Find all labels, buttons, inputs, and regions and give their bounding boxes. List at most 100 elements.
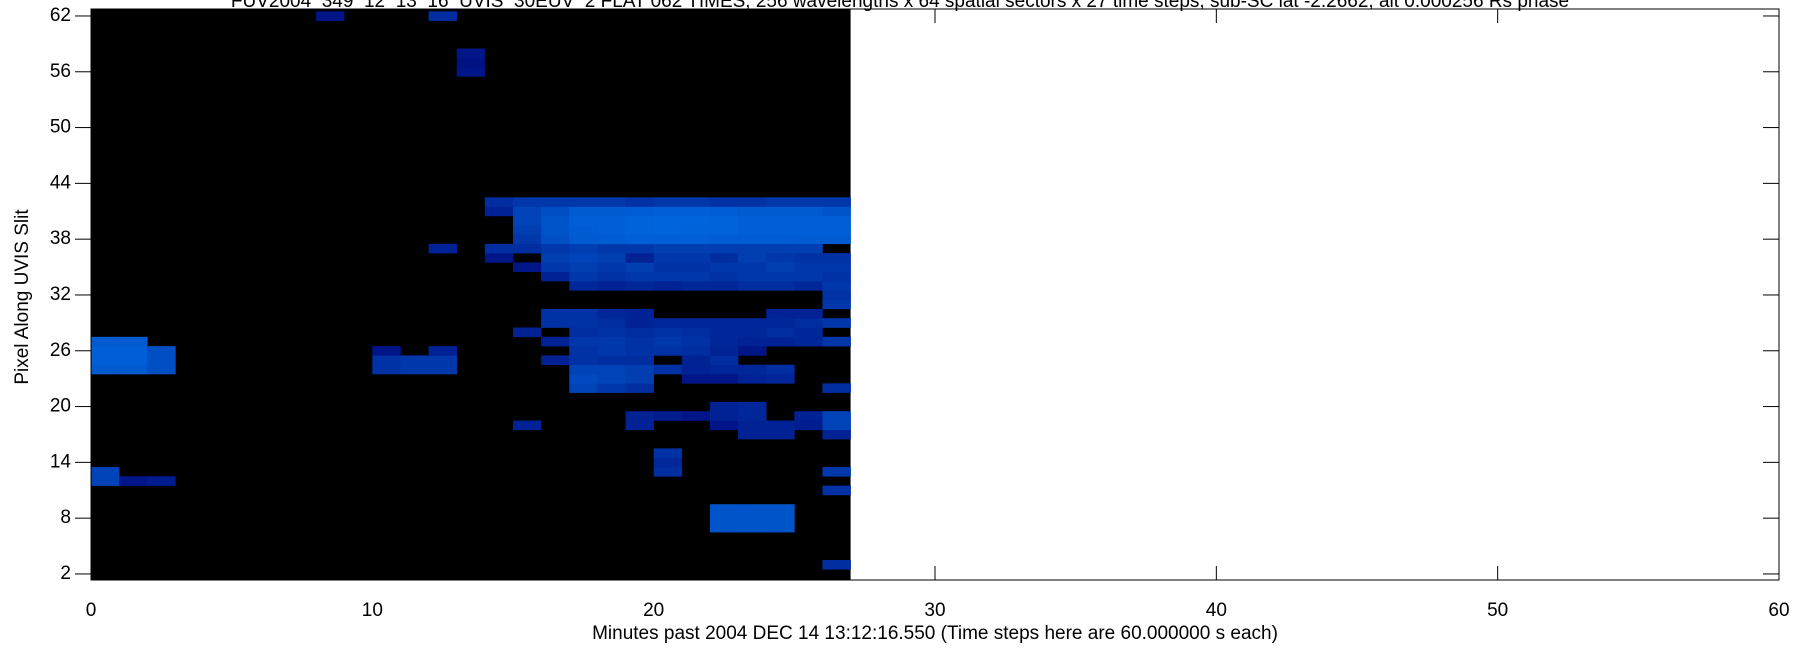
cell [625,197,654,207]
cell [625,383,654,393]
cell [681,355,711,366]
y-tick-label: 14 [50,451,72,472]
y-tick-label: 20 [50,396,71,417]
x-tick-label: 40 [1206,600,1227,621]
cell [738,346,767,356]
cell [822,206,851,217]
cell [738,253,767,263]
cell [738,522,767,533]
cell [681,215,711,226]
cell [597,308,626,319]
cell [681,364,711,375]
cell [625,336,654,347]
cell [766,522,795,533]
cell [653,262,683,273]
cell [91,476,120,486]
cell [625,374,654,384]
cell [625,262,654,273]
cell [119,476,148,486]
cell [91,355,120,366]
cell [541,308,570,319]
cell [653,215,683,226]
cell [766,308,795,319]
cell [513,197,542,207]
cell [738,327,767,338]
cell [822,411,851,421]
cell [653,281,683,291]
cell [597,234,626,245]
cell [709,253,739,263]
cell [709,401,739,412]
cell [738,374,767,384]
cell [428,346,458,356]
cell [681,336,711,347]
cell [625,281,654,291]
cell [513,206,542,217]
x-tick-label: 0 [86,600,97,621]
y-axis-label: Pixel Along UVIS Slit [12,209,33,385]
cell [569,355,598,366]
cell [625,253,654,263]
cell [681,374,711,384]
cell [709,411,739,421]
cell [569,318,598,328]
cell [513,225,542,235]
cell [709,262,739,273]
cell [794,225,823,235]
cell [709,271,739,282]
y-tick-label: 62 [50,5,71,26]
cell [541,206,570,217]
cell [822,253,851,263]
y-tick-label: 8 [60,507,71,528]
cell [484,253,514,263]
cell [653,225,683,235]
cell [738,243,767,254]
cell [738,234,767,245]
cell [738,225,767,235]
x-tick-label: 50 [1487,600,1508,621]
cell [569,364,598,375]
cell [147,355,176,366]
cell [794,243,823,254]
cell [597,281,626,291]
cell [738,364,767,375]
cell [766,281,795,291]
cell [91,346,120,356]
cell [709,215,739,226]
cell [709,318,739,328]
cell [738,281,767,291]
cell [597,346,626,356]
y-tick-label: 44 [50,172,72,193]
cell [541,197,570,207]
cell [681,281,711,291]
cell [766,420,795,431]
cell [569,271,598,282]
cell [653,346,683,356]
cell [484,243,514,254]
cell [597,271,626,282]
cell [794,215,823,226]
cell [400,355,429,366]
cell [681,225,711,235]
cell [316,11,345,21]
cell [597,243,626,254]
cell [766,206,795,217]
cell [147,476,176,486]
cell [541,271,570,282]
cell [625,411,654,421]
cell [738,215,767,226]
cell [428,11,458,21]
cell [709,327,739,338]
cell [625,243,654,254]
x-tick-label: 60 [1768,600,1789,621]
cell [569,336,598,347]
cell [766,336,795,347]
cell [484,206,514,217]
cell [822,299,851,310]
cell [569,197,598,207]
cell [709,336,739,347]
x-tick-label: 30 [924,600,945,621]
cell [400,364,429,375]
cell [822,271,851,282]
cell [541,234,570,245]
